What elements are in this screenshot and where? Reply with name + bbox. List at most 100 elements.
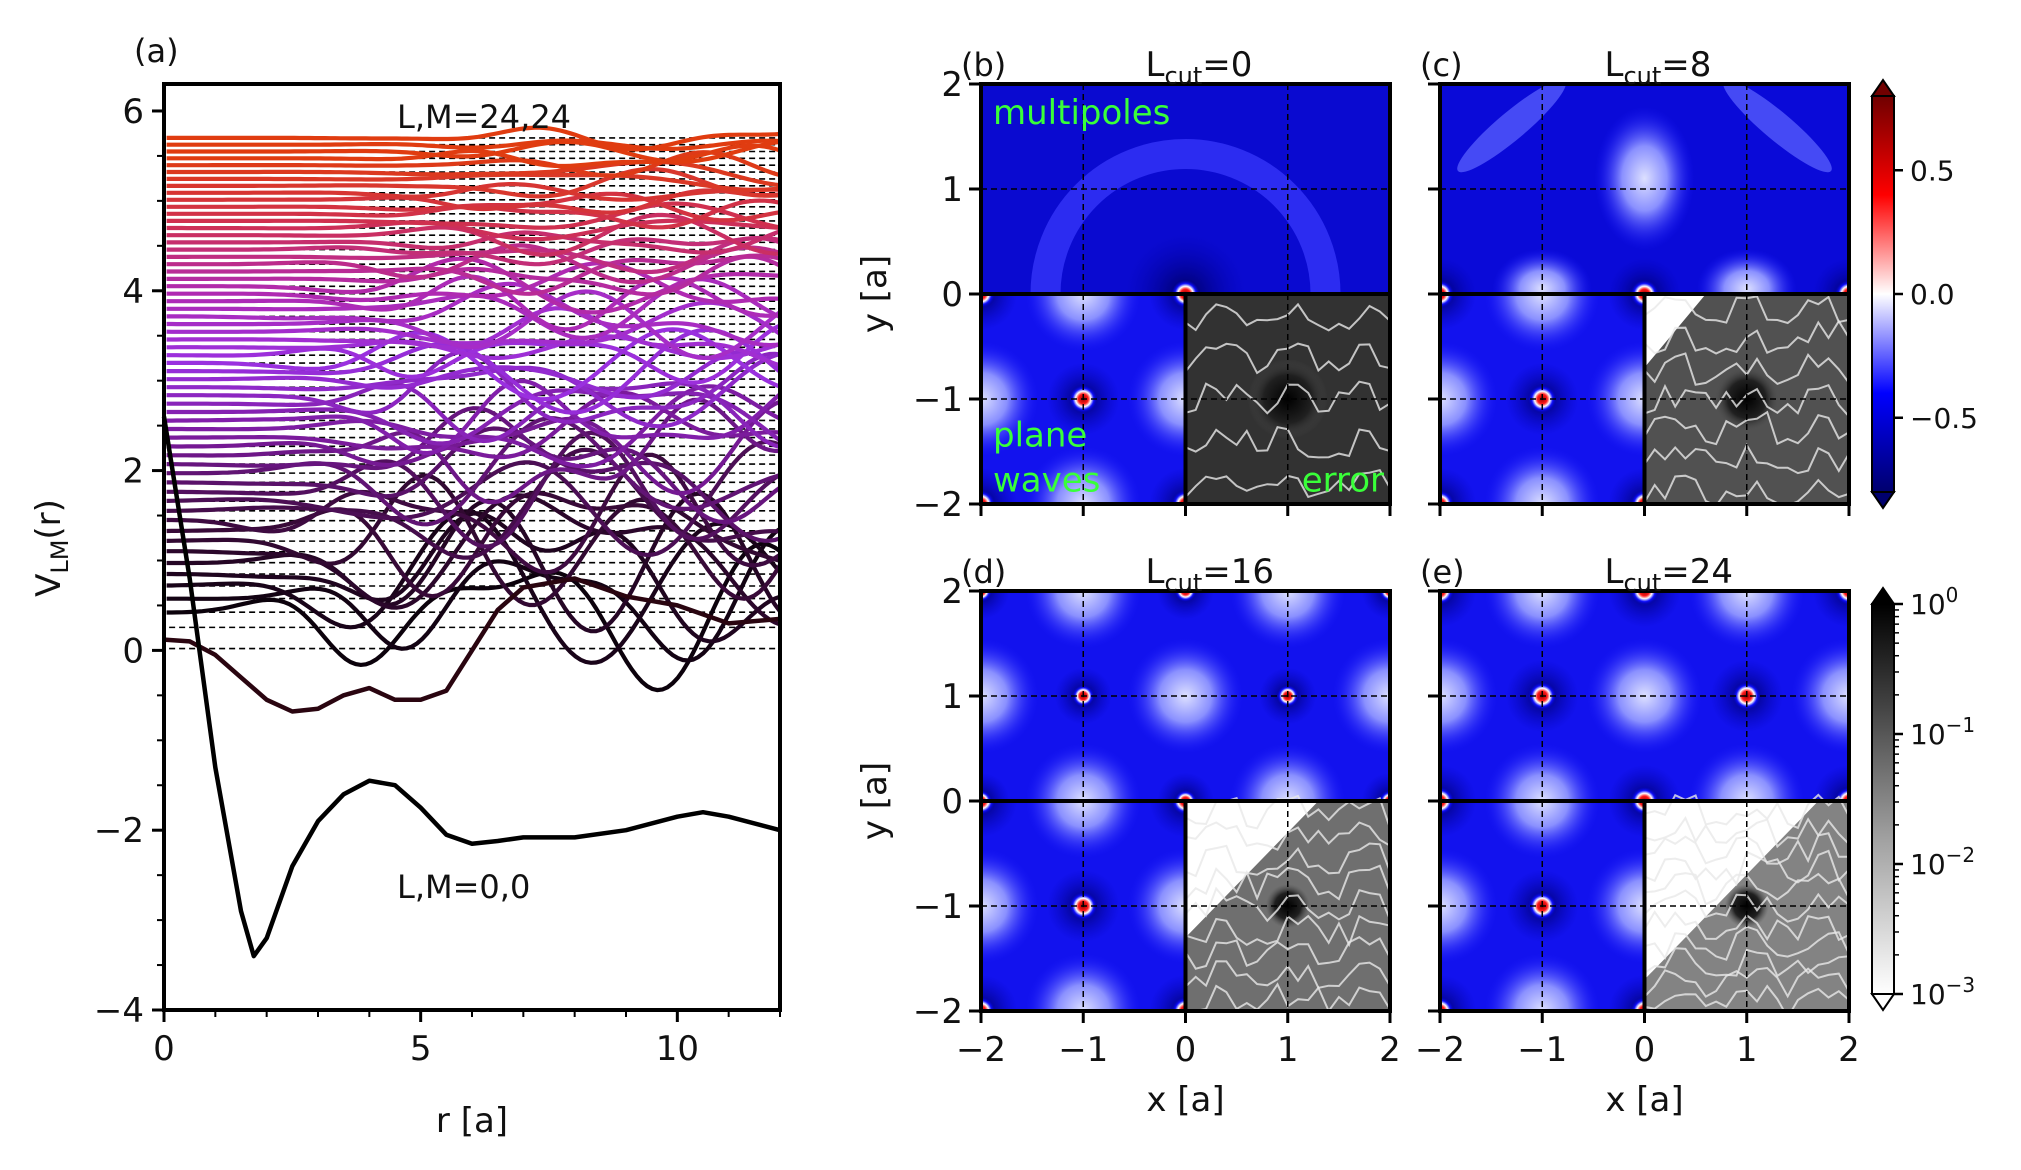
potential-curve bbox=[166, 327, 781, 402]
atom-site bbox=[981, 591, 992, 602]
density-lobe bbox=[1156, 591, 1215, 620]
panel-label: (e) bbox=[1420, 553, 1465, 591]
potential-curve bbox=[166, 243, 781, 285]
potential-curve bbox=[166, 254, 781, 297]
haze-blob bbox=[981, 341, 1039, 457]
atom-site bbox=[981, 801, 995, 815]
haze-blob bbox=[1025, 294, 1142, 352]
y-tick-label: 2 bbox=[122, 452, 144, 492]
atom-site bbox=[1630, 591, 1659, 605]
error-contour bbox=[1644, 816, 1849, 849]
x-tick-label: 1 bbox=[1277, 1030, 1299, 1070]
map-content bbox=[1440, 591, 1849, 1011]
potential-curve bbox=[166, 350, 782, 400]
colorbar-potential bbox=[1871, 95, 1895, 493]
y-tick-label: 0 bbox=[941, 782, 963, 822]
atom-site bbox=[1835, 591, 1849, 605]
atom-site bbox=[1379, 591, 1390, 602]
density-lobe bbox=[1608, 764, 1681, 801]
map-panel-c: (c) Lcut=8 bbox=[1420, 45, 1851, 516]
panel-label: (d) bbox=[961, 553, 1006, 591]
potential-curve bbox=[166, 491, 782, 634]
colorbar-tick-label: 100 bbox=[1910, 583, 1958, 621]
density-lobe bbox=[1156, 772, 1215, 801]
potential-curve bbox=[166, 150, 781, 178]
panel-a-ylabel: VLM(r) bbox=[29, 499, 74, 597]
potential-curve bbox=[166, 378, 782, 456]
panel-a: (a) L,M=24,24 L,M=0,0 0 5 10 −4 −2 0 2 4 6 r [a]… bbox=[29, 32, 782, 1141]
potential-curve bbox=[166, 511, 781, 644]
haze-blob bbox=[1025, 801, 1142, 859]
error-contour bbox=[1643, 947, 1849, 978]
potential-curve bbox=[166, 201, 781, 230]
colorbars: 0.5 0.0 −0.5 100 10−1 10−2 10−3 bbox=[1870, 78, 1978, 1012]
haze-blob bbox=[1696, 248, 1797, 294]
potential-curve bbox=[166, 229, 781, 255]
y-tick-label: 1 bbox=[941, 677, 963, 717]
colorbar-tick-label: −0.5 bbox=[1910, 402, 1978, 435]
haze-blob bbox=[1492, 248, 1593, 294]
panel-title: Lcut=24 bbox=[1605, 552, 1734, 597]
haze-arc bbox=[1457, 84, 1566, 173]
colorbar-extend-bottom bbox=[1870, 993, 1896, 1012]
error-contour bbox=[1184, 936, 1390, 970]
error-contour bbox=[1185, 842, 1390, 878]
x-tick-label: 2 bbox=[1379, 1030, 1401, 1070]
x-tick-label: −2 bbox=[956, 1030, 1006, 1070]
potential-curve bbox=[166, 218, 781, 242]
y-tick-label: 6 bbox=[122, 92, 144, 132]
colorbar-extend-top bbox=[1870, 78, 1896, 97]
atom-site bbox=[1440, 490, 1454, 504]
map-content bbox=[981, 84, 1390, 504]
y-tick-label: −1 bbox=[913, 380, 963, 420]
panel-label: (c) bbox=[1420, 46, 1463, 84]
atom-site bbox=[1440, 294, 1454, 308]
haze-blob bbox=[1440, 341, 1498, 457]
potential-curve bbox=[166, 139, 781, 164]
panel-a-curves bbox=[161, 125, 782, 959]
potential-curve bbox=[166, 212, 781, 257]
atom-site bbox=[1440, 591, 1454, 605]
atom-site bbox=[1630, 280, 1659, 294]
potential-curve bbox=[166, 388, 782, 446]
potential-curve bbox=[166, 300, 782, 346]
panel-label: (b) bbox=[961, 46, 1006, 84]
potential-curve bbox=[166, 415, 781, 527]
atom-site bbox=[1440, 801, 1454, 815]
multipole-half bbox=[1440, 84, 1849, 294]
panel-title: Lcut=8 bbox=[1605, 45, 1712, 90]
y-tick-label: −2 bbox=[913, 485, 963, 525]
error-contour bbox=[1643, 410, 1849, 446]
density-lobe bbox=[1608, 591, 1681, 628]
multipole-core bbox=[1125, 234, 1246, 294]
map-content bbox=[981, 591, 1390, 1011]
potential-curve bbox=[166, 235, 781, 267]
panel-a-xlabel: r [a] bbox=[436, 1101, 508, 1141]
atom-site bbox=[1630, 787, 1659, 801]
haze-blob bbox=[1440, 638, 1498, 754]
potential-curve bbox=[166, 191, 781, 223]
colorbar-tick-label: 0.0 bbox=[1910, 278, 1955, 311]
y-tick-label: −2 bbox=[913, 992, 963, 1032]
colorbar-tick-label: 0.5 bbox=[1910, 154, 1955, 187]
haze-blob bbox=[981, 638, 1039, 754]
potential-curve bbox=[166, 323, 781, 385]
haze-blob bbox=[981, 848, 1039, 964]
colorbar-tick-label: 10−3 bbox=[1910, 973, 1975, 1011]
y-tick-label: 2 bbox=[941, 572, 963, 612]
curve-l1 bbox=[163, 576, 781, 714]
annotation-top: L,M=24,24 bbox=[397, 98, 571, 136]
potential-curve bbox=[166, 452, 782, 575]
haze-blob bbox=[1594, 106, 1695, 251]
x-tick-label: 0 bbox=[1634, 1030, 1656, 1070]
colorbar-tick-label: 10−1 bbox=[1910, 713, 1975, 751]
panel-title: Lcut=0 bbox=[1146, 45, 1253, 90]
haze-blob bbox=[1688, 591, 1805, 649]
panel-a-label: (a) bbox=[134, 32, 179, 70]
x-tick-label: 0 bbox=[153, 1029, 175, 1069]
multipole-half bbox=[1440, 591, 1849, 801]
atom-site bbox=[1174, 591, 1197, 602]
curve-l0 bbox=[161, 416, 781, 959]
x-tick-label: 5 bbox=[410, 1029, 432, 1069]
annotation-bottom: L,M=0,0 bbox=[397, 868, 530, 906]
